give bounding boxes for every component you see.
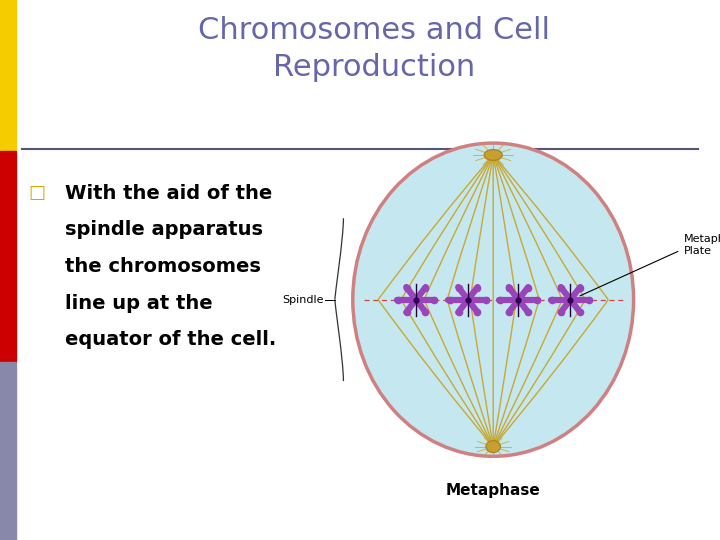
Bar	[0, 0, 16, 151]
Text: line up at the: line up at the	[65, 294, 212, 313]
Text: equator of the cell.: equator of the cell.	[65, 330, 276, 349]
Text: With the aid of the: With the aid of the	[65, 184, 272, 202]
Text: Chromosomes and Cell
Reproduction: Chromosomes and Cell Reproduction	[199, 16, 550, 82]
Text: □: □	[29, 184, 46, 201]
Text: Metaphase: Metaphase	[446, 483, 541, 498]
Bar	[0, 362, 16, 540]
Ellipse shape	[486, 441, 500, 453]
Ellipse shape	[485, 150, 503, 160]
Text: the chromosomes: the chromosomes	[65, 257, 261, 276]
Text: Spindle: Spindle	[282, 295, 324, 305]
Ellipse shape	[353, 143, 634, 456]
Bar	[0, 151, 16, 362]
Text: spindle apparatus: spindle apparatus	[65, 220, 263, 239]
Text: Metaphase
Plate: Metaphase Plate	[684, 234, 720, 255]
